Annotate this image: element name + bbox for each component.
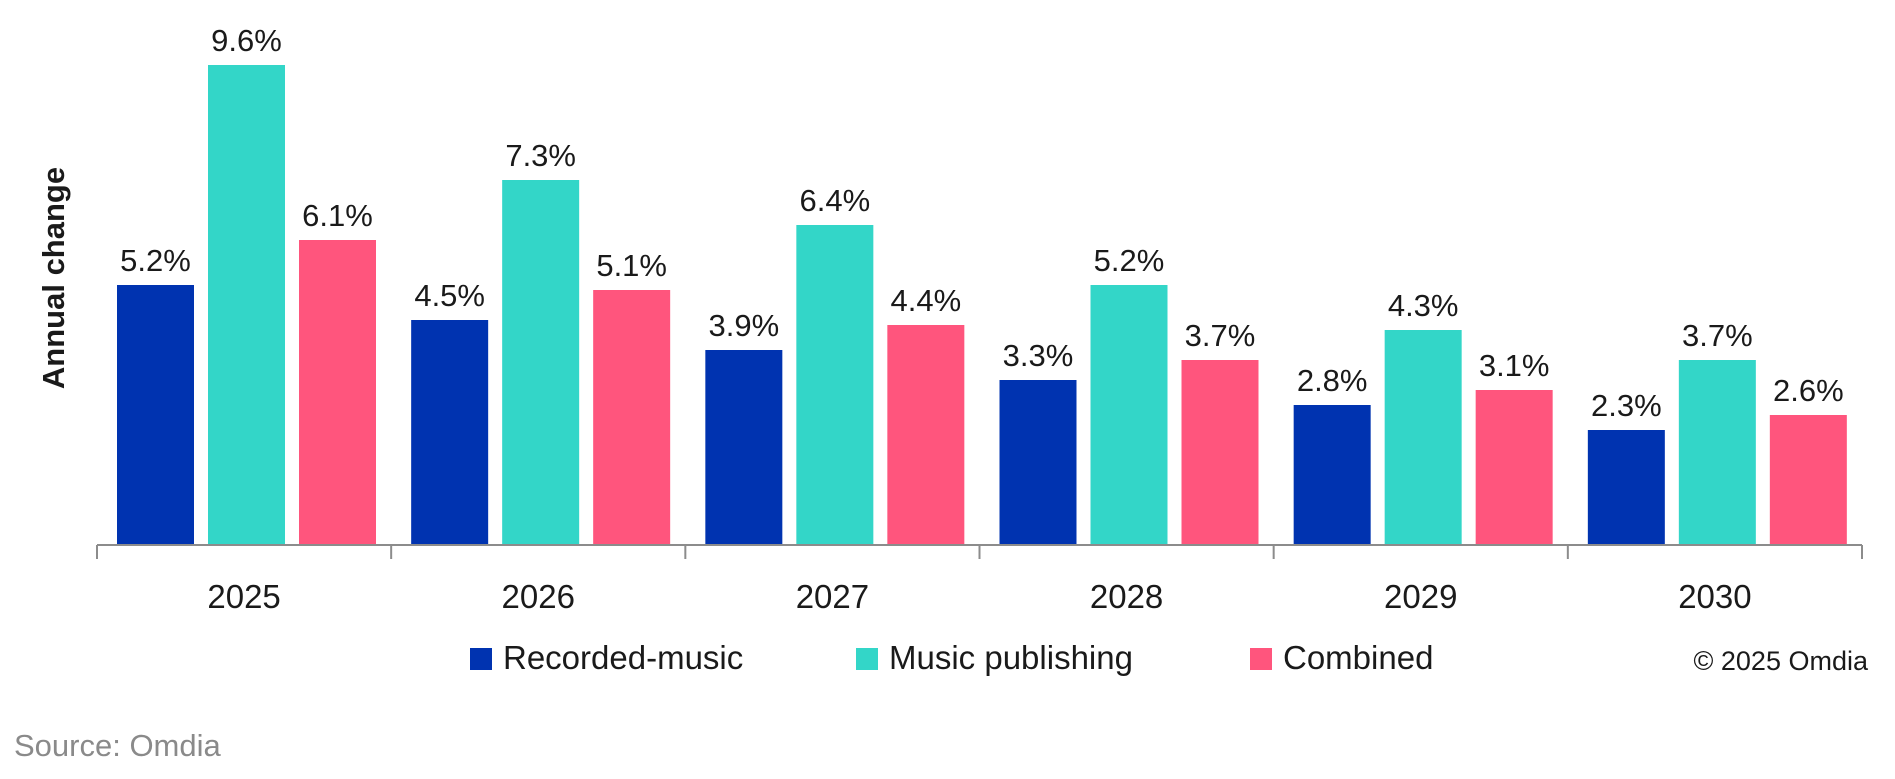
copyright-note: © 2025 Omdia — [1694, 646, 1869, 676]
data-label: 6.1% — [302, 198, 373, 233]
bar-combined-2027 — [887, 325, 965, 545]
legend-label: Music publishing — [889, 639, 1133, 676]
data-label: 3.3% — [1003, 338, 1074, 373]
bar-combined-2030 — [1769, 415, 1847, 545]
data-label: 4.4% — [890, 283, 961, 318]
bar-combined-2026 — [593, 290, 671, 545]
bar-recorded-music-2026 — [411, 320, 489, 545]
data-label: 3.1% — [1479, 348, 1550, 383]
bar-music-publishing-2026 — [502, 180, 580, 545]
data-label: 4.5% — [414, 278, 485, 313]
data-label: 2.3% — [1591, 388, 1662, 423]
bar-combined-2029 — [1475, 390, 1553, 545]
bar-recorded-music-2028 — [999, 380, 1077, 545]
data-label: 5.2% — [120, 243, 191, 278]
bar-recorded-music-2030 — [1587, 430, 1665, 545]
data-label: 3.9% — [708, 308, 779, 343]
legend-swatch — [470, 648, 492, 670]
legend-label: Combined — [1283, 639, 1433, 676]
bar-music-publishing-2029 — [1384, 330, 1462, 545]
x-tick-label: 2026 — [502, 578, 575, 615]
source-note: Source: Omdia — [14, 728, 221, 763]
bar-music-publishing-2025 — [208, 65, 285, 545]
x-tick-label: 2030 — [1678, 578, 1751, 615]
data-label: 3.7% — [1682, 318, 1753, 353]
legend-label: Recorded-music — [503, 639, 743, 676]
y-axis-title: Annual change — [36, 167, 71, 389]
data-label: 2.6% — [1773, 373, 1844, 408]
x-tick-label: 2028 — [1090, 578, 1163, 615]
bar-recorded-music-2025 — [117, 285, 194, 545]
data-label: 9.6% — [211, 23, 282, 58]
bar-recorded-music-2029 — [1293, 405, 1371, 545]
bar-combined-2028 — [1181, 360, 1259, 545]
legend-swatch — [856, 648, 878, 670]
x-tick-label: 2025 — [207, 578, 280, 615]
data-label: 5.1% — [596, 248, 667, 283]
data-label: 4.3% — [1388, 288, 1459, 323]
data-label: 7.3% — [505, 138, 576, 173]
data-label: 5.2% — [1094, 243, 1165, 278]
data-label: 3.7% — [1185, 318, 1256, 353]
x-axis — [96, 544, 1863, 559]
legend-swatch — [1250, 648, 1272, 670]
legend: Recorded-music Music publishing Combined — [470, 639, 1433, 676]
bar-recorded-music-2027 — [705, 350, 783, 545]
data-label: 2.8% — [1297, 363, 1368, 398]
bars-group — [117, 65, 1847, 545]
category-labels-group: 2025 2026 2027 2028 2029 2030 — [207, 578, 1751, 615]
x-tick-label: 2027 — [796, 578, 869, 615]
bar-music-publishing-2030 — [1678, 360, 1756, 545]
value-labels-group: 5.2% 9.6% 6.1% 4.5% 7.3% 5.1% 3.9% 6.4% 4.4% 3.3%… — [120, 23, 1844, 423]
x-tick-label: 2029 — [1384, 578, 1457, 615]
data-label: 6.4% — [799, 183, 870, 218]
bar-music-publishing-2027 — [796, 225, 874, 545]
bar-music-publishing-2028 — [1090, 285, 1168, 545]
bar-combined-2025 — [299, 240, 376, 545]
